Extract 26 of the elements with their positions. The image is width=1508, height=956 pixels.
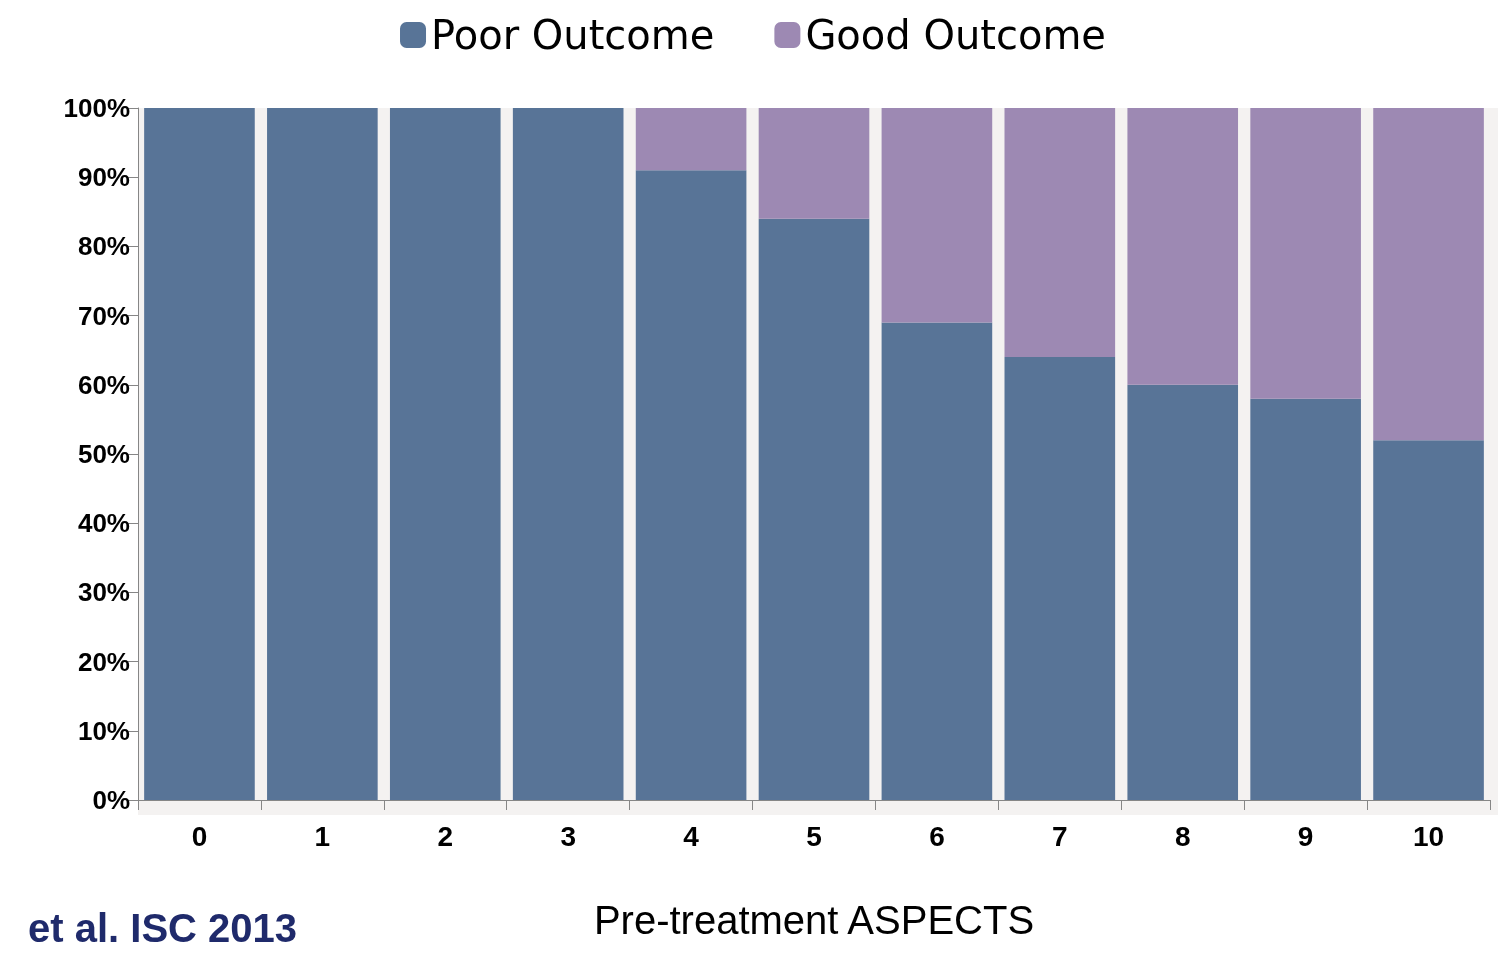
y-tick-label: 100% (63, 93, 130, 123)
y-tick-label: 10% (77, 715, 130, 746)
x-tick-label: 1 (314, 820, 331, 852)
y-tick-label: 80% (77, 231, 130, 262)
legend-label: Good Outcome (805, 12, 1106, 58)
x-axis-title: Pre-treatment ASPECTS (593, 898, 1035, 942)
x-tick-label: 9 (1297, 820, 1314, 852)
y-tick-label: 20% (77, 646, 130, 677)
y-tick-label: 0% (92, 785, 130, 815)
x-tick-label: 3 (560, 820, 576, 852)
x-tick-label: 10 (1412, 820, 1445, 852)
x-tick-label: 6 (929, 820, 945, 852)
x-tick-label: 0 (191, 820, 208, 852)
x-tick-label: 7 (1052, 820, 1068, 852)
y-tick-label: 70% (77, 300, 130, 331)
legend-label: Poor Outcome (431, 12, 715, 58)
y-tick-label: 90% (77, 162, 130, 193)
text: et al. ISC 2013 (28, 906, 298, 950)
y-tick-label: 30% (77, 577, 130, 608)
x-tick-label: 2 (437, 820, 454, 852)
x-tick-label: 5 (806, 820, 822, 852)
y-tick-label: 60% (77, 369, 130, 400)
x-tick-label: 8 (1174, 820, 1191, 852)
y-tick-label: 40% (77, 508, 130, 539)
y-tick-label: 50% (77, 439, 130, 469)
x-tick-label: 4 (683, 820, 700, 852)
